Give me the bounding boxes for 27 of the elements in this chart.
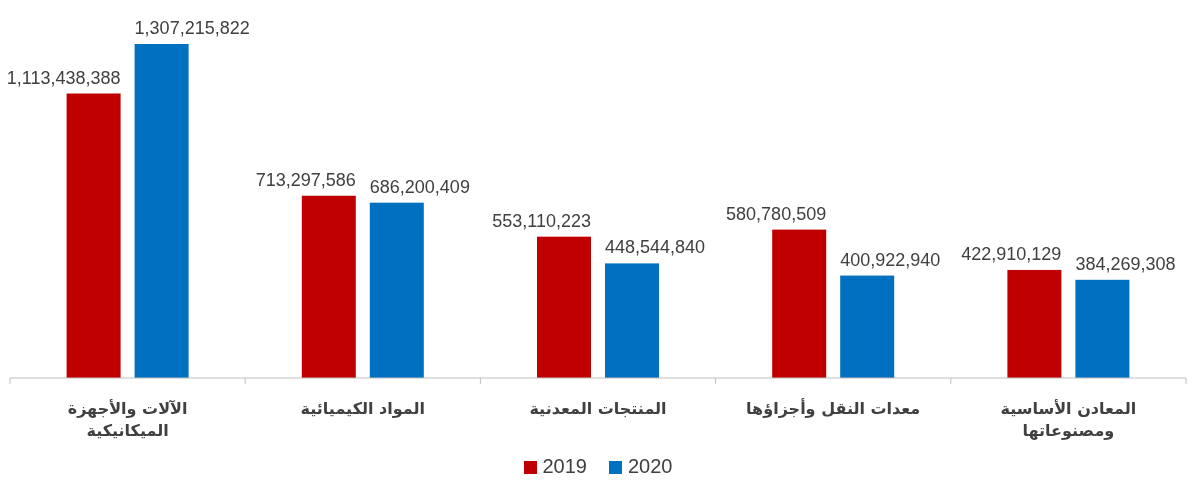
x-tick-label: معدات النقل وأجزاؤها bbox=[745, 398, 922, 420]
bar bbox=[537, 236, 591, 378]
data-label: 553,110,223 bbox=[492, 210, 591, 231]
bar bbox=[1007, 269, 1062, 378]
data-label: 400,922,940 bbox=[840, 249, 941, 270]
data-label: 422,910,129 bbox=[961, 243, 1062, 264]
bar bbox=[301, 195, 356, 378]
legend-label: 2020 bbox=[628, 455, 673, 477]
data-label: 1,307,215,822 bbox=[134, 18, 250, 38]
bar bbox=[66, 93, 121, 378]
bar bbox=[134, 44, 189, 378]
x-tick-label: المنتجات المعدنية bbox=[528, 398, 668, 420]
x-tick-label: الآلات والأجهزة الميكانيكية bbox=[66, 398, 189, 442]
bar bbox=[840, 275, 895, 378]
data-label: 580,780,509 bbox=[726, 203, 827, 224]
data-label: 1,113,438,388 bbox=[6, 67, 121, 88]
bar bbox=[605, 263, 659, 378]
data-label: 686,200,409 bbox=[369, 176, 470, 197]
bar bbox=[1075, 279, 1130, 378]
data-label: 384,269,308 bbox=[1075, 253, 1176, 274]
bar bbox=[369, 202, 424, 378]
data-label: 713,297,586 bbox=[255, 169, 356, 190]
x-tick-label: المواد الكيميائية bbox=[299, 398, 426, 420]
legend-label: 2019 bbox=[542, 455, 587, 477]
x-tick-label: المعادن الأساسية ومصنوعاتها bbox=[999, 398, 1138, 442]
bar bbox=[772, 229, 827, 378]
data-label: 448,544,840 bbox=[605, 237, 706, 258]
